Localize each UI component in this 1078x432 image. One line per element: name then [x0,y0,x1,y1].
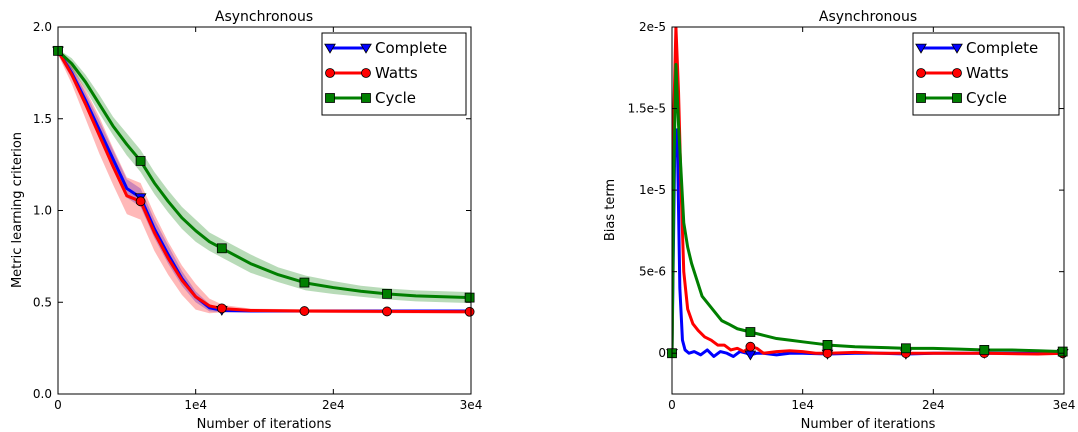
x-tick-label: 1e4 [791,398,814,412]
x-axis-label: Number of iterations [801,417,936,432]
y-tick-label: 1.0 [33,204,52,218]
legend-marker [916,93,926,103]
data-point [1057,346,1068,357]
x-tick-label: 2e4 [322,398,345,412]
data-point [216,243,227,254]
legend-marker [325,93,335,103]
legend-label: Complete [966,39,1038,57]
x-axis-label: Number of iterations [197,417,332,432]
data-point [900,343,911,354]
legend-label: Watts [966,64,1009,82]
legend-label: Cycle [966,89,1007,107]
data-point [464,292,475,303]
data-point [979,345,990,355]
legend-marker [952,68,962,78]
y-tick-label: 1e-5 [639,183,666,197]
x-tick-label: 0 [668,398,676,412]
data-point [745,327,756,337]
legend-marker [916,68,926,78]
legend-entry: Watts [916,64,1009,82]
legend-label: Watts [375,64,418,82]
x-tick-label: 0 [54,398,62,412]
legend-entry: Complete [915,39,1038,57]
data-point [464,306,475,317]
legend-label: Complete [375,39,447,57]
y-axis-label: Bias term [603,179,618,241]
series-line [58,49,471,300]
legend-marker [951,43,963,54]
legend-marker [915,43,927,54]
series-line [672,128,1064,358]
legend: Complete Watts Cycle [321,32,467,116]
legend-entry: Cycle [325,89,416,107]
data-point [822,348,833,359]
x-tick-label: 3e4 [1053,398,1076,412]
data-point [382,306,392,317]
legend-entry: Complete [324,39,447,57]
data-point [135,196,146,207]
x-tick-label: 2e4 [922,398,945,412]
y-tick-label: 1.5e-5 [628,102,666,116]
y-tick-label: 0.0 [33,387,52,401]
x-tick-label: 3e4 [460,398,483,412]
y-tick-label: 0 [658,346,666,360]
series-line [58,50,471,314]
y-tick-label: 5e-6 [639,265,666,279]
legend-marker [361,68,371,78]
legend-marker [324,43,336,54]
y-tick-label: 0.5 [33,295,52,309]
data-point [822,340,833,350]
data-point [382,288,392,299]
series-line [672,27,1064,356]
legend-entry: Cycle [916,89,1007,107]
legend-marker [952,93,962,103]
y-tick-label: 2.0 [33,20,52,34]
x-tick-label: 1e4 [184,398,207,412]
legend: Complete Watts Cycle [912,32,1060,116]
data-point [135,156,146,166]
data-point [299,306,310,316]
y-tick-label: 1.5 [33,112,52,126]
y-tick-label: 2e-5 [639,20,666,34]
legend-marker [361,93,371,103]
y-axis-label: Metric learning criterion [10,132,25,288]
legend-label: Cycle [375,89,416,107]
data-point [299,277,310,288]
data-point [216,303,227,314]
legend-marker [325,68,335,78]
legend-entry: Watts [325,64,418,82]
chart-title: Asynchronous [819,9,917,25]
chart-left: Asynchronous Number of iterations Metric… [10,9,482,432]
legend-marker [360,43,372,54]
plot-frame [671,26,1065,395]
data-point [745,341,756,352]
chart-right: Asynchronous Number of iterations Bias t… [603,9,1075,432]
chart-title: Asynchronous [215,9,313,25]
